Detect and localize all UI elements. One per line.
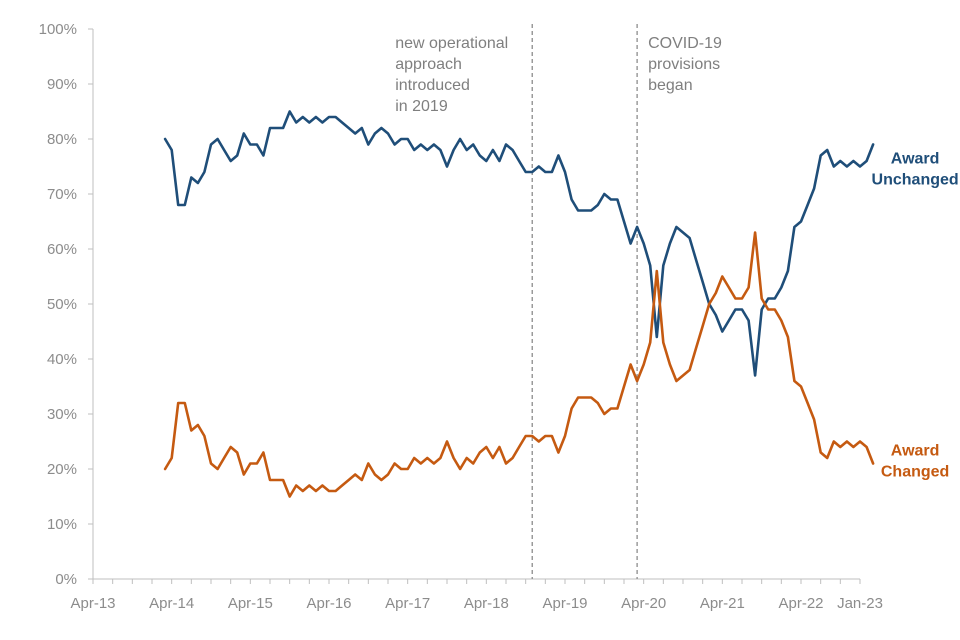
x-tick-label: Apr-19 [542, 595, 587, 612]
x-tick-label: Apr-17 [385, 595, 430, 612]
event-annotations: new operational approach introduced in 2019… [395, 24, 722, 579]
award-unchanged-line [163, 110, 875, 377]
annotation-text: began [648, 77, 693, 94]
annotation-text: introduced [395, 77, 470, 94]
x-tick-label: Apr-14 [149, 595, 194, 612]
x-tick-label: Apr-21 [700, 595, 745, 612]
award-unchanged-label: Unchanged [872, 172, 959, 189]
y-tick-label: 20% [47, 461, 77, 478]
annotation-text: provisions [648, 56, 720, 73]
annotation-text: new operational [395, 35, 508, 52]
annotation-text: in 2019 [395, 98, 448, 115]
x-tick-label: Apr-15 [228, 595, 273, 612]
award-changed-label: Changed [881, 464, 949, 481]
y-tick-label: 10% [47, 516, 77, 533]
series-labels: Award Unchanged Award Changed [872, 151, 959, 481]
x-tick-label: Apr-16 [306, 595, 351, 612]
x-tick-label: Apr-13 [70, 595, 115, 612]
y-tick-label: 50% [47, 296, 77, 313]
x-axis: Apr-13 Apr-14 Apr-15 Apr-16 Apr-17 Apr-18 Apr-… [70, 578, 883, 612]
y-tick-label: 100% [39, 21, 77, 38]
x-tick-label: Apr-18 [464, 595, 509, 612]
y-tick-label: 40% [47, 351, 77, 368]
award-changed-line [163, 231, 875, 498]
annotation-text: approach [395, 56, 462, 73]
y-tick-label: 80% [47, 131, 77, 148]
y-tick-label: 70% [47, 186, 77, 203]
y-tick-label: 0% [55, 571, 77, 588]
y-tick-label: 30% [47, 406, 77, 423]
award-unchanged-label: Award [891, 151, 940, 168]
y-tick-label: 60% [47, 241, 77, 258]
award-changed-label: Award [891, 443, 940, 460]
x-tick-label: Apr-20 [621, 595, 666, 612]
x-tick-label: Apr-22 [778, 595, 823, 612]
series-lines [163, 110, 875, 498]
y-axis: 0% 10% 20% 30% 40% 50% 60% 70% 80% 90% 100% [39, 21, 94, 588]
annotation-text: COVID-19 [648, 35, 722, 52]
x-tick-label: Jan-23 [837, 595, 883, 612]
y-tick-label: 90% [47, 76, 77, 93]
